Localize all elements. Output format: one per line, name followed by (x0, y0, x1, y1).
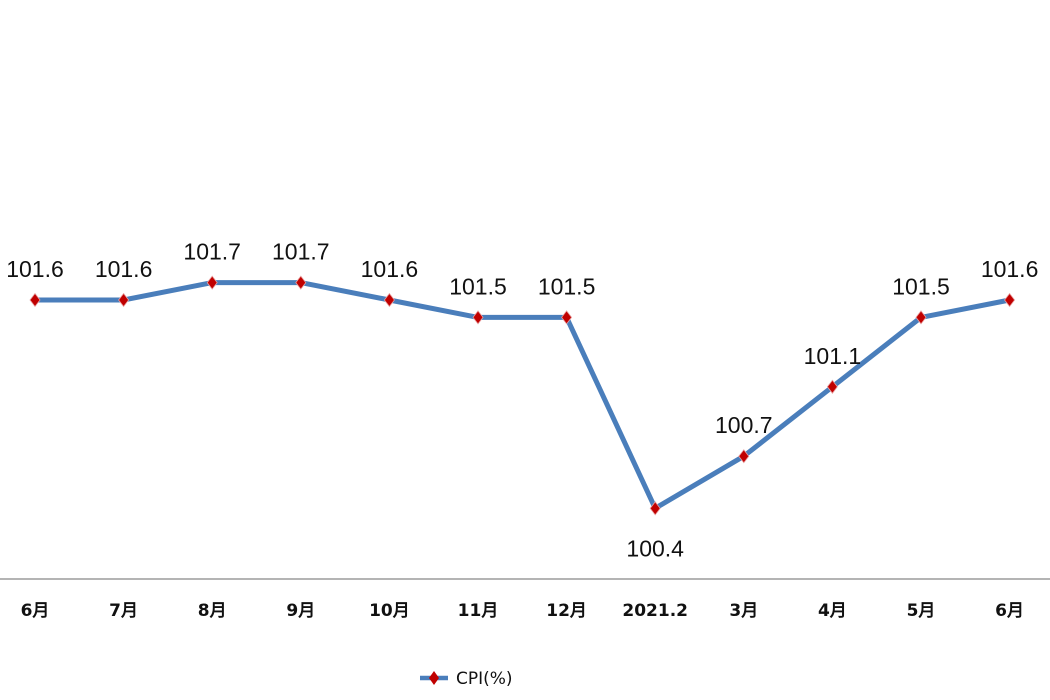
data-label: 101.5 (538, 273, 596, 299)
data-label: 101.1 (804, 343, 862, 369)
data-label: 101.6 (361, 256, 419, 282)
legend-series-label: CPI(%) (456, 669, 513, 689)
data-label: 101.7 (272, 239, 330, 265)
data-point-marker (383, 292, 395, 308)
data-point-marker (206, 275, 218, 290)
x-tick-label: 5月 (907, 601, 936, 621)
x-tick-label: 7月 (109, 601, 138, 621)
x-tick-label: 4月 (818, 601, 847, 621)
legend: CPI(%) (420, 669, 513, 689)
data-label: 101.6 (95, 256, 153, 282)
data-label: 101.5 (449, 273, 507, 299)
x-tick-label: 8月 (198, 601, 227, 621)
data-label-layer: 101.6 101.6 101.7 101.7 101.6 101.5 101.5 100.4… (6, 239, 1038, 562)
data-point-marker (738, 449, 750, 464)
data-label: 101.5 (892, 273, 950, 299)
data-point-marker (561, 310, 573, 325)
data-point-marker (29, 292, 41, 308)
series-line-cpi (35, 280, 1011, 511)
series-layer (35, 280, 1011, 511)
x-tick-label: 2021.2 (622, 601, 688, 621)
data-point-marker (295, 275, 307, 290)
data-point-marker (915, 310, 927, 325)
data-point-marker (649, 501, 661, 516)
x-tick-label: 6月 (21, 601, 50, 621)
data-label: 101.6 (6, 256, 64, 282)
data-label: 101.6 (981, 256, 1039, 282)
x-tick-label: 10月 (369, 601, 410, 621)
x-tick-label: 6月 (995, 601, 1024, 621)
x-tick-label: 12月 (546, 601, 587, 621)
x-tick-label: 9月 (286, 601, 315, 621)
marker-layer (29, 275, 1016, 516)
data-point-marker (118, 292, 130, 308)
x-tick-label-layer: 6月 7月 8月 9月 10月 11月 12月 2021.2 3月 4月 5月 6月 (21, 601, 1024, 621)
data-point-marker (1004, 292, 1016, 308)
data-label: 100.4 (626, 535, 684, 561)
data-label: 101.7 (183, 239, 241, 265)
legend-diamond-marker (429, 671, 439, 685)
x-tick-label: 11月 (458, 601, 499, 621)
x-tick-label: 3月 (729, 601, 758, 621)
data-point-marker (472, 310, 484, 325)
data-point-marker (826, 379, 838, 394)
data-label: 100.7 (715, 412, 773, 438)
